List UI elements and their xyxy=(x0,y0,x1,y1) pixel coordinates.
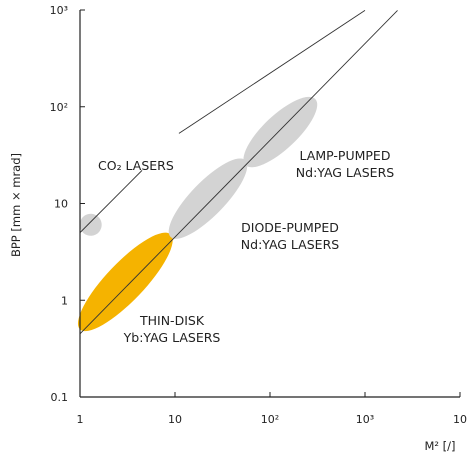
region-3 xyxy=(243,96,318,168)
reference-lines xyxy=(79,10,398,335)
y-tick-label-1: 1 xyxy=(61,294,68,307)
y-tick-label-0: 0.1 xyxy=(51,391,69,404)
x-tick-label-4: 10 xyxy=(453,413,467,426)
y-tick-label-2: 10 xyxy=(54,198,68,211)
reference-line-1 xyxy=(79,170,143,233)
y-axis-title: BPP [mm × mrad] xyxy=(9,153,23,257)
x-tick-label-2: 10² xyxy=(261,413,279,426)
region-label-3: LAMP-PUMPED Nd:YAG LASERS xyxy=(296,148,394,180)
region-label-2: DIODE-PUMPED Nd:YAG LASERS xyxy=(241,220,339,252)
region-0 xyxy=(79,213,102,236)
x-tick-label-3: 10³ xyxy=(356,413,374,426)
x-axis-title: M² [/] xyxy=(424,439,455,453)
reference-line-2 xyxy=(178,10,366,134)
y-tick-label-4: 10³ xyxy=(50,4,68,17)
axis-ticks: 1 10 10² 10³ 10 0.1 1 10 10² 10³ xyxy=(50,4,467,426)
laser-regions xyxy=(77,96,318,332)
region-label-0: CO₂ LASERS xyxy=(98,158,174,173)
x-tick-label-0: 1 xyxy=(77,413,84,426)
region-labels: CO₂ LASERS THIN-DISK Yb:YAG LASERS DIODE-PU… xyxy=(98,148,394,345)
x-tick-label-1: 10 xyxy=(168,413,182,426)
region-2 xyxy=(168,158,248,239)
region-1 xyxy=(77,232,173,332)
y-tick-label-3: 10² xyxy=(50,101,68,114)
reference-line-0 xyxy=(79,10,398,335)
region-label-1: THIN-DISK Yb:YAG LASERS xyxy=(123,313,221,345)
